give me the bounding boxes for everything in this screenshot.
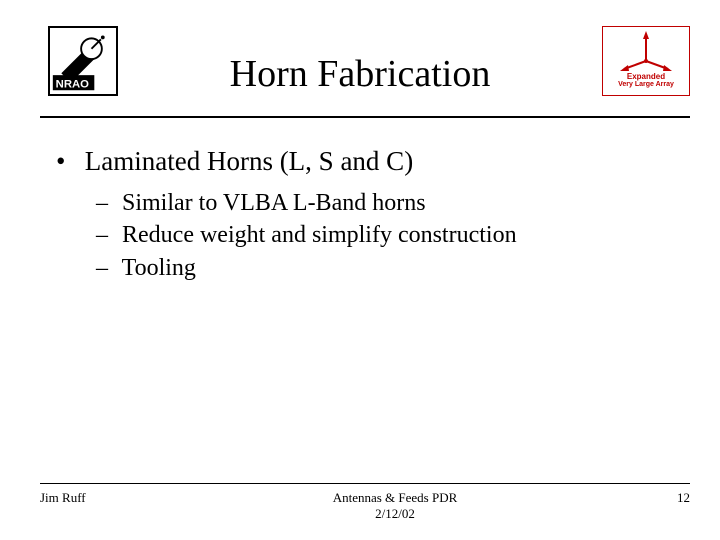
svg-text:NRAO: NRAO — [56, 78, 89, 90]
evla-logo: Expanded Very Large Array — [602, 26, 690, 96]
evla-logo-line2: Very Large Array — [603, 81, 689, 89]
evla-logo-line1: Expanded — [603, 73, 689, 81]
footer-title: Antennas & Feeds PDR — [333, 490, 458, 505]
footer-row: Jim Ruff Antennas & Feeds PDR 2/12/02 12 — [40, 490, 690, 522]
footer-author: Jim Ruff — [40, 490, 160, 506]
slide-body: Laminated Horns (L, S and C) Similar to … — [0, 118, 720, 284]
nrao-logo: NRAO — [48, 26, 118, 96]
footer-page: 12 — [630, 490, 690, 506]
bullet-level1: Laminated Horns (L, S and C) — [78, 146, 660, 177]
bullet-text: Reduce weight and simplify construction — [122, 222, 517, 248]
slide-header: NRAO Horn Fabrication Expanded Very Larg… — [0, 0, 720, 118]
bullet-level2: Reduce weight and simplify construction — [116, 219, 660, 251]
bullet-text: Similar to VLBA L-Band horns — [122, 190, 426, 216]
bullet-text: Tooling — [122, 255, 196, 281]
footer-center: Antennas & Feeds PDR 2/12/02 — [160, 490, 630, 522]
bullet-text: Laminated Horns (L, S and C) — [85, 146, 413, 176]
footer-date: 2/12/02 — [375, 506, 415, 521]
slide-title: Horn Fabrication — [40, 22, 680, 96]
bullet-level2: Similar to VLBA L-Band horns — [116, 187, 660, 219]
slide-footer: Jim Ruff Antennas & Feeds PDR 2/12/02 12 — [40, 483, 690, 522]
header-rule — [40, 116, 690, 118]
footer-rule — [40, 483, 690, 484]
bullet-level2: Tooling — [116, 252, 660, 284]
